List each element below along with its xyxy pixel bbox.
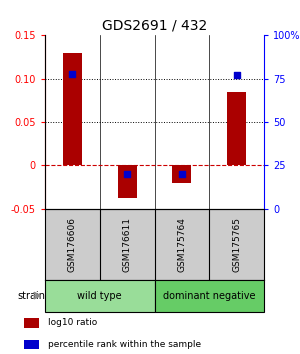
Text: wild type: wild type xyxy=(77,291,122,301)
Text: GSM175764: GSM175764 xyxy=(177,217,186,272)
Text: strain: strain xyxy=(17,291,45,301)
Bar xyxy=(45,280,154,312)
Bar xyxy=(24,339,39,349)
Text: GSM176606: GSM176606 xyxy=(68,217,77,272)
Title: GDS2691 / 432: GDS2691 / 432 xyxy=(102,19,207,33)
Text: percentile rank within the sample: percentile rank within the sample xyxy=(48,340,201,349)
Text: dominant negative: dominant negative xyxy=(163,291,256,301)
Point xyxy=(234,73,239,78)
Text: GSM176611: GSM176611 xyxy=(123,217,132,272)
Bar xyxy=(24,318,39,328)
Bar xyxy=(118,165,137,198)
Point xyxy=(125,171,130,177)
Point xyxy=(179,171,184,177)
Text: log10 ratio: log10 ratio xyxy=(48,319,97,327)
Point xyxy=(70,71,75,76)
Bar xyxy=(227,92,246,165)
Text: GSM175765: GSM175765 xyxy=(232,217,241,272)
Bar xyxy=(172,165,191,183)
Bar xyxy=(63,53,82,165)
Bar xyxy=(154,280,264,312)
